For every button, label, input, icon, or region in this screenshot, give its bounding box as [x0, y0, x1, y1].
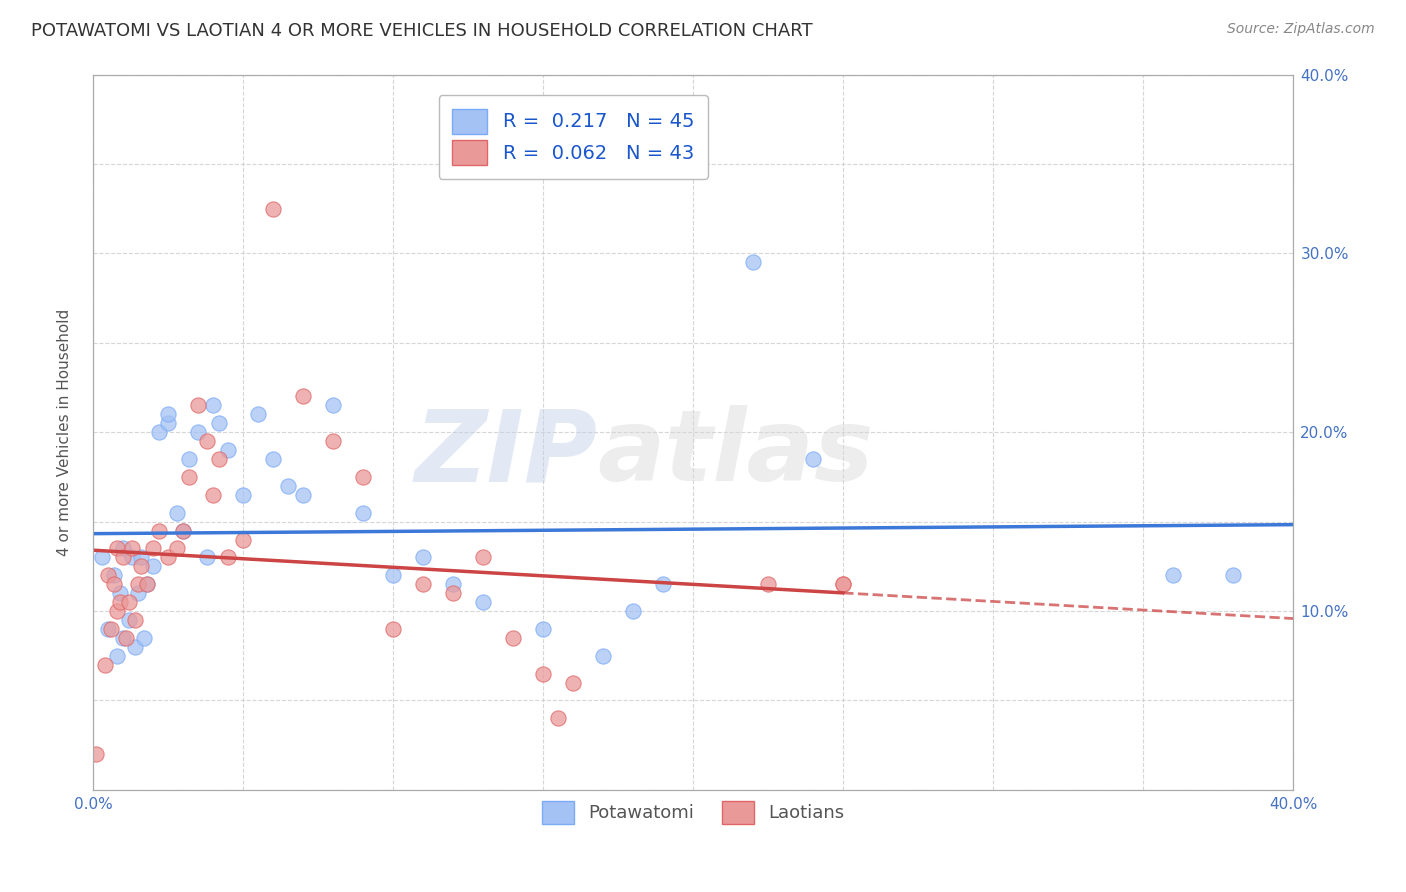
- Text: atlas: atlas: [598, 405, 873, 502]
- Point: [105, 604, 128, 618]
- Point: [195, 550, 218, 565]
- Point: [91, 550, 114, 565]
- Point: [382, 568, 405, 582]
- Point: [756, 577, 779, 591]
- Point: [187, 425, 209, 440]
- Point: [382, 622, 405, 636]
- Point: [202, 398, 225, 412]
- Point: [166, 506, 188, 520]
- Point: [292, 389, 315, 403]
- Point: [157, 407, 180, 421]
- Point: [742, 255, 765, 269]
- Y-axis label: 4 or more Vehicles in Household: 4 or more Vehicles in Household: [58, 309, 72, 556]
- Point: [157, 550, 180, 565]
- Point: [148, 425, 170, 440]
- Point: [217, 550, 239, 565]
- Point: [142, 559, 165, 574]
- Point: [115, 631, 138, 645]
- Point: [121, 550, 143, 565]
- Point: [322, 398, 344, 412]
- Point: [132, 631, 155, 645]
- Point: [801, 452, 824, 467]
- Legend: Potawatomi, Laotians: Potawatomi, Laotians: [531, 789, 855, 835]
- Point: [172, 524, 194, 538]
- Point: [187, 398, 209, 412]
- Point: [177, 470, 200, 484]
- Point: [148, 524, 170, 538]
- Point: [232, 533, 254, 547]
- Point: [652, 577, 675, 591]
- Point: [262, 452, 284, 467]
- Point: [472, 595, 495, 609]
- Point: [84, 747, 107, 761]
- Point: [124, 613, 146, 627]
- Point: [166, 541, 188, 556]
- Point: [118, 595, 141, 609]
- Point: [208, 452, 231, 467]
- Text: POTAWATOMI VS LAOTIAN 4 OR MORE VEHICLES IN HOUSEHOLD CORRELATION CHART: POTAWATOMI VS LAOTIAN 4 OR MORE VEHICLES…: [31, 22, 813, 40]
- Point: [412, 550, 434, 565]
- Point: [103, 568, 125, 582]
- Point: [247, 407, 270, 421]
- Point: [1222, 568, 1244, 582]
- Point: [531, 622, 554, 636]
- Point: [195, 434, 218, 449]
- Point: [124, 640, 146, 654]
- Point: [129, 550, 152, 565]
- Point: [111, 631, 134, 645]
- Point: [352, 470, 374, 484]
- Point: [100, 622, 122, 636]
- Point: [217, 443, 239, 458]
- Point: [121, 541, 143, 556]
- Point: [127, 586, 149, 600]
- Point: [441, 577, 464, 591]
- Point: [412, 577, 434, 591]
- Point: [1163, 568, 1185, 582]
- Point: [208, 417, 231, 431]
- Point: [108, 595, 131, 609]
- Point: [352, 506, 374, 520]
- Point: [441, 586, 464, 600]
- Point: [832, 577, 855, 591]
- Point: [111, 550, 134, 565]
- Point: [277, 479, 299, 493]
- Point: [127, 577, 149, 591]
- Point: [262, 202, 284, 216]
- Point: [232, 488, 254, 502]
- Point: [129, 559, 152, 574]
- Point: [177, 452, 200, 467]
- Point: [172, 524, 194, 538]
- Point: [531, 666, 554, 681]
- Point: [472, 550, 495, 565]
- Point: [97, 622, 120, 636]
- Point: [832, 577, 855, 591]
- Point: [202, 488, 225, 502]
- Point: [136, 577, 159, 591]
- Point: [136, 577, 159, 591]
- Point: [108, 586, 131, 600]
- Point: [621, 604, 644, 618]
- Point: [111, 541, 134, 556]
- Text: ZIP: ZIP: [415, 405, 598, 502]
- Point: [322, 434, 344, 449]
- Point: [94, 657, 117, 672]
- Text: Source: ZipAtlas.com: Source: ZipAtlas.com: [1227, 22, 1375, 37]
- Point: [142, 541, 165, 556]
- Point: [97, 568, 120, 582]
- Point: [502, 631, 524, 645]
- Point: [157, 417, 180, 431]
- Point: [105, 541, 128, 556]
- Point: [118, 613, 141, 627]
- Point: [547, 711, 569, 725]
- Point: [292, 488, 315, 502]
- Point: [103, 577, 125, 591]
- Point: [592, 648, 614, 663]
- Point: [105, 648, 128, 663]
- Point: [562, 675, 585, 690]
